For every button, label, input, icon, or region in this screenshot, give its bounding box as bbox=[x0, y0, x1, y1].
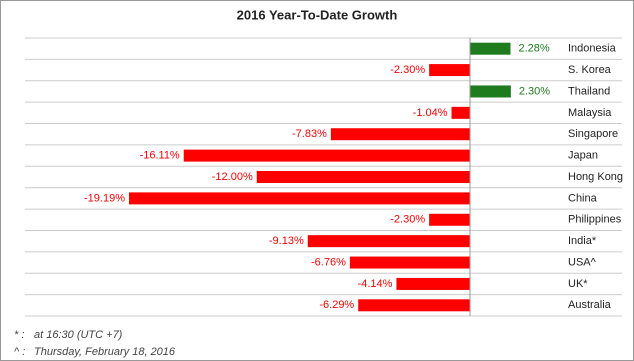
value-label: -4.14% bbox=[358, 278, 393, 290]
category-label: Thailand bbox=[568, 85, 610, 97]
bar bbox=[183, 149, 470, 162]
value-label: -7.83% bbox=[292, 128, 327, 140]
footnote-symbol: * : bbox=[14, 329, 24, 341]
value-label: -6.29% bbox=[319, 299, 354, 311]
bar bbox=[256, 171, 470, 183]
bar bbox=[429, 64, 470, 77]
value-label: -9.13% bbox=[269, 235, 304, 247]
category-label: Australia bbox=[568, 299, 612, 311]
bar bbox=[470, 85, 511, 98]
value-label: -1.04% bbox=[413, 107, 448, 119]
footnote-symbol: ^ : bbox=[14, 346, 25, 358]
bar bbox=[358, 299, 470, 312]
value-label: -2.30% bbox=[390, 64, 425, 76]
category-label: USA^ bbox=[568, 256, 597, 268]
bar bbox=[429, 213, 470, 226]
category-label: Singapore bbox=[568, 128, 618, 140]
category-label: Malaysia bbox=[568, 107, 612, 119]
chart-title: 2016 Year-To-Date Growth bbox=[237, 7, 398, 22]
value-label: -6.76% bbox=[311, 256, 346, 268]
bar bbox=[451, 106, 470, 119]
category-label: Philippines bbox=[568, 214, 622, 226]
bar bbox=[470, 42, 511, 55]
value-label: 2.30% bbox=[519, 85, 550, 97]
category-label: Indonesia bbox=[568, 43, 617, 55]
category-label: Hong Kong bbox=[568, 171, 623, 183]
bar bbox=[307, 235, 470, 248]
category-label: India* bbox=[568, 235, 597, 247]
value-label: -2.30% bbox=[390, 214, 425, 226]
bar bbox=[129, 192, 470, 205]
category-label: China bbox=[568, 192, 598, 204]
footnote-text: at 16:30 (UTC +7) bbox=[34, 329, 123, 341]
value-label: -16.11% bbox=[140, 150, 180, 162]
value-label: -12.00% bbox=[212, 171, 253, 183]
bar bbox=[330, 128, 470, 141]
bar bbox=[349, 256, 470, 269]
footnote-text: Thursday, February 18, 2016 bbox=[34, 346, 176, 358]
value-label: 2.28% bbox=[519, 43, 550, 55]
bar bbox=[396, 277, 470, 290]
value-label: -19.19% bbox=[84, 192, 125, 204]
category-label: UK* bbox=[568, 278, 588, 290]
category-label: Japan bbox=[568, 150, 598, 162]
category-label: S. Korea bbox=[568, 64, 612, 76]
